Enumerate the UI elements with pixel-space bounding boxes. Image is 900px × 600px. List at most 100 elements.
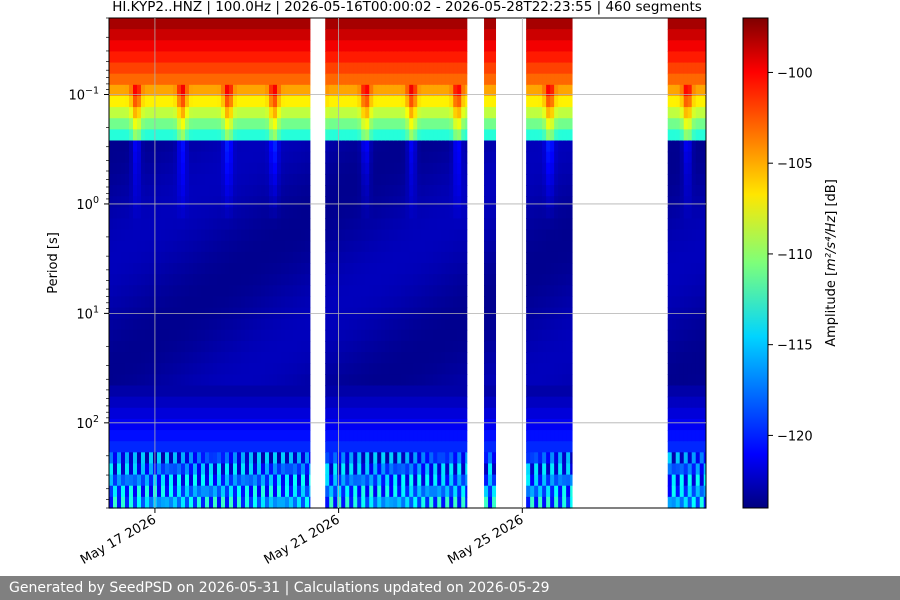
psd-cell (687, 441, 693, 453)
psd-cell (189, 496, 194, 509)
psd-cell (558, 40, 563, 53)
psd-cell (409, 474, 414, 487)
psd-cell (703, 441, 707, 453)
psd-cell (201, 84, 206, 97)
psd-cell (492, 185, 497, 197)
psd-cell (542, 407, 547, 420)
psd-cell (125, 485, 130, 498)
psd-cell (213, 430, 218, 442)
psd-cell (492, 140, 497, 153)
psd-cell (193, 363, 198, 375)
psd-cell (121, 463, 126, 476)
psd-cell (546, 162, 551, 175)
psd-cell (369, 474, 374, 487)
psd-cell (554, 296, 559, 309)
psd-cell (225, 285, 230, 298)
psd-cell (357, 496, 362, 509)
psd-cell (449, 62, 454, 75)
psd-cell (538, 18, 543, 30)
psd-cell (538, 62, 543, 75)
psd-cell (349, 107, 354, 119)
psd-cell (221, 84, 226, 97)
psd-cell (157, 196, 162, 208)
psd-cell (273, 274, 278, 286)
psd-cell (437, 285, 442, 298)
psd-cell (425, 218, 430, 231)
psd-cell (209, 140, 214, 153)
psd-cell (409, 374, 414, 387)
psd-cell (558, 173, 563, 186)
psd-cell (169, 162, 174, 175)
psd-cell (109, 385, 114, 398)
psd-cell (441, 263, 446, 275)
psd-cell (209, 329, 214, 342)
psd-cell (157, 407, 162, 420)
psd-cell (413, 151, 418, 164)
psd-cell (201, 496, 206, 509)
psd-cell (325, 151, 330, 164)
psd-cell (437, 496, 442, 509)
psd-cell (217, 318, 222, 331)
psd-cell (445, 452, 450, 465)
psd-cell (484, 162, 489, 175)
psd-cell (257, 107, 262, 119)
psd-cell (189, 40, 194, 53)
psd-cell (361, 51, 366, 64)
psd-cell (289, 107, 294, 119)
psd-cell (453, 263, 458, 275)
psd-cell (325, 207, 330, 220)
psd-cell (570, 29, 573, 41)
psd-cell (389, 274, 394, 286)
psd-cell (261, 385, 266, 398)
psd-cell (365, 185, 370, 197)
psd-cell (377, 329, 382, 342)
colorbar-tick-label: −105 (777, 157, 813, 172)
psd-cell (409, 240, 414, 253)
psd-cell (457, 240, 462, 253)
psd-cell (249, 118, 254, 130)
psd-cell (301, 463, 306, 476)
psd-cell (409, 107, 414, 119)
psd-cell (145, 485, 150, 498)
psd-cell (237, 162, 242, 175)
psd-cell (217, 62, 222, 75)
psd-cell (149, 296, 154, 309)
psd-cell (201, 285, 206, 298)
psd-cell (554, 62, 559, 75)
psd-cell (465, 452, 468, 465)
psd-cell (169, 329, 174, 342)
psd-cell (161, 62, 166, 75)
psd-cell (566, 474, 571, 487)
psd-cell (417, 329, 422, 342)
psd-cell (441, 40, 446, 53)
psd-cell (329, 296, 334, 309)
psd-cell (369, 318, 374, 331)
psd-cell (449, 29, 454, 41)
psd-cell (667, 162, 673, 175)
psd-cell (117, 162, 122, 175)
psd-cell (141, 95, 146, 108)
psd-cell (121, 40, 126, 53)
psd-cell (361, 251, 366, 264)
psd-cell (233, 229, 238, 242)
psd-cell (538, 274, 543, 286)
psd-cell (401, 95, 406, 108)
psd-cell (675, 140, 681, 153)
psd-cell (289, 363, 294, 375)
psd-cell (457, 151, 462, 164)
psd-cell (671, 196, 677, 208)
psd-cell (538, 73, 543, 86)
psd-cell (361, 62, 366, 75)
psd-cell (546, 73, 551, 86)
psd-cell (337, 463, 342, 476)
psd-cell (526, 441, 531, 453)
psd-cell (169, 318, 174, 331)
psd-cell (117, 129, 122, 142)
psd-cell (181, 285, 186, 298)
psd-cell (329, 318, 334, 331)
psd-cell (341, 430, 346, 442)
psd-cell (161, 363, 166, 375)
psd-cell (193, 151, 198, 164)
psd-cell (445, 496, 450, 509)
psd-cell (691, 107, 697, 119)
